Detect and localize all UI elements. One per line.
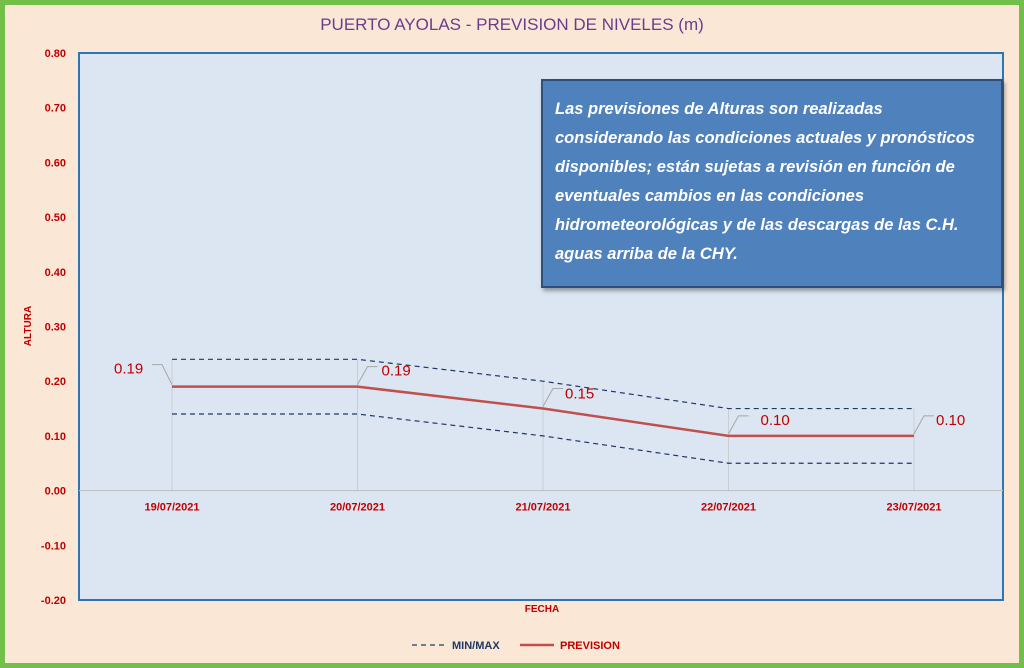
legend-label-prevision: PREVISION	[560, 640, 620, 652]
x-tick-label: 20/07/2021	[330, 502, 385, 514]
annotation-box: Las previsiones de Alturas son realizada…	[541, 79, 1003, 288]
data-label-leader	[357, 366, 378, 385]
y-tick-label: 0.60	[45, 157, 66, 169]
y-tick-label: 0.40	[45, 267, 66, 279]
chart-title: PUERTO AYOLAS - PREVISION DE NIVELES (m)	[320, 15, 704, 34]
y-tick-label: 0.00	[45, 486, 66, 498]
data-label: 0.19	[382, 363, 411, 380]
data-label: 0.19	[114, 361, 143, 378]
data-label-leader	[913, 415, 934, 435]
legend-label-minmax: MIN/MAX	[452, 640, 500, 652]
y-tick-label: 0.50	[45, 212, 66, 224]
y-tick-label: 0.10	[45, 431, 66, 443]
x-tick-label: 21/07/2021	[515, 502, 570, 514]
x-tick-label: 19/07/2021	[144, 502, 199, 514]
y-axis-title: ALTURA	[23, 306, 34, 346]
y-tick-label: 0.70	[45, 103, 66, 115]
x-axis-title: FECHA	[525, 604, 559, 615]
series-line-minmax-max	[172, 358, 914, 410]
y-tick-label: 0.20	[45, 376, 66, 388]
data-label: 0.10	[936, 412, 965, 429]
data-label-leader	[152, 364, 173, 385]
y-tick-label: -0.20	[41, 595, 66, 607]
x-tick-label: 23/07/2021	[886, 502, 941, 514]
y-tick-label: -0.10	[41, 540, 66, 552]
data-label: 0.15	[565, 386, 594, 403]
y-tick-label: 0.30	[45, 322, 66, 334]
y-tick-label: 0.80	[45, 48, 66, 60]
data-label: 0.10	[761, 412, 790, 429]
x-tick-label: 22/07/2021	[701, 502, 756, 514]
series-line-prevision	[172, 385, 914, 438]
data-label-leader	[728, 415, 749, 435]
data-label-leader	[542, 388, 563, 407]
series-line-minmax-min	[172, 413, 914, 464]
